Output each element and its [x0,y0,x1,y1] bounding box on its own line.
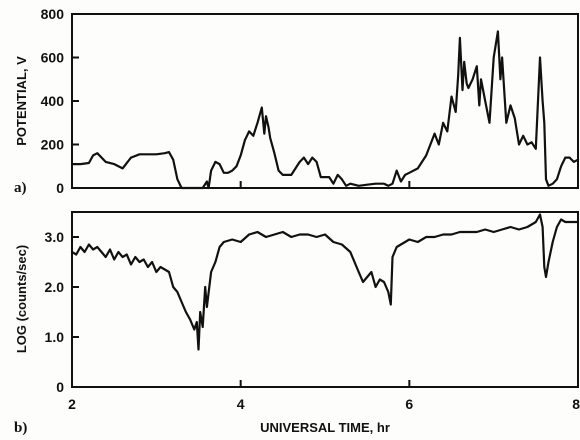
panel-b-y-tick-label: 1.0 [45,329,65,345]
panel-b-y-ticks: 0 1.0 2.0 3.0 [45,229,79,395]
panel-b-y-tick-label: 3.0 [45,229,65,245]
panel-a-label: a) [14,180,27,196]
panel-b-label: b) [14,420,27,436]
panel-a-y-axis-label: POTENTIAL, V [14,56,29,146]
panel-b-log-counts-trace [70,213,580,351]
x-tick-label: 8 [572,396,580,412]
panel-a-y-tick-label: 600 [41,50,65,66]
panel-b-x-ticks: 2 4 6 8 [68,380,580,412]
panel-a-y-tick-label: 200 [41,137,65,153]
x-tick-label: 6 [405,396,413,412]
panel-b-y-tick-label: 2.0 [45,279,65,295]
panel-a: 0 200 400 600 800 POTENTIAL, V a) [14,6,580,196]
panel-a-y-tick-label: 800 [41,6,65,22]
x-axis-label: UNIVERSAL TIME, hr [260,420,390,435]
panel-a-y-tick-label: 0 [56,180,64,196]
panel-a-y-ticks: 0 200 400 600 800 [41,6,579,196]
panel-a-frame [71,13,579,189]
panel-a-potential-trace [70,30,580,190]
panel-a-y-tick-label: 400 [41,93,65,109]
panel-b-frame [71,211,579,388]
panel-b-y-axis-label: LOG (counts/sec) [14,245,29,353]
x-tick-label: 2 [68,396,76,412]
panel-b: 0 1.0 2.0 3.0 2 4 6 8 LOG (counts/sec) UNIVERS… [14,211,580,436]
panel-b-y-tick-label: 0 [56,379,64,395]
x-tick-label: 4 [237,396,245,412]
